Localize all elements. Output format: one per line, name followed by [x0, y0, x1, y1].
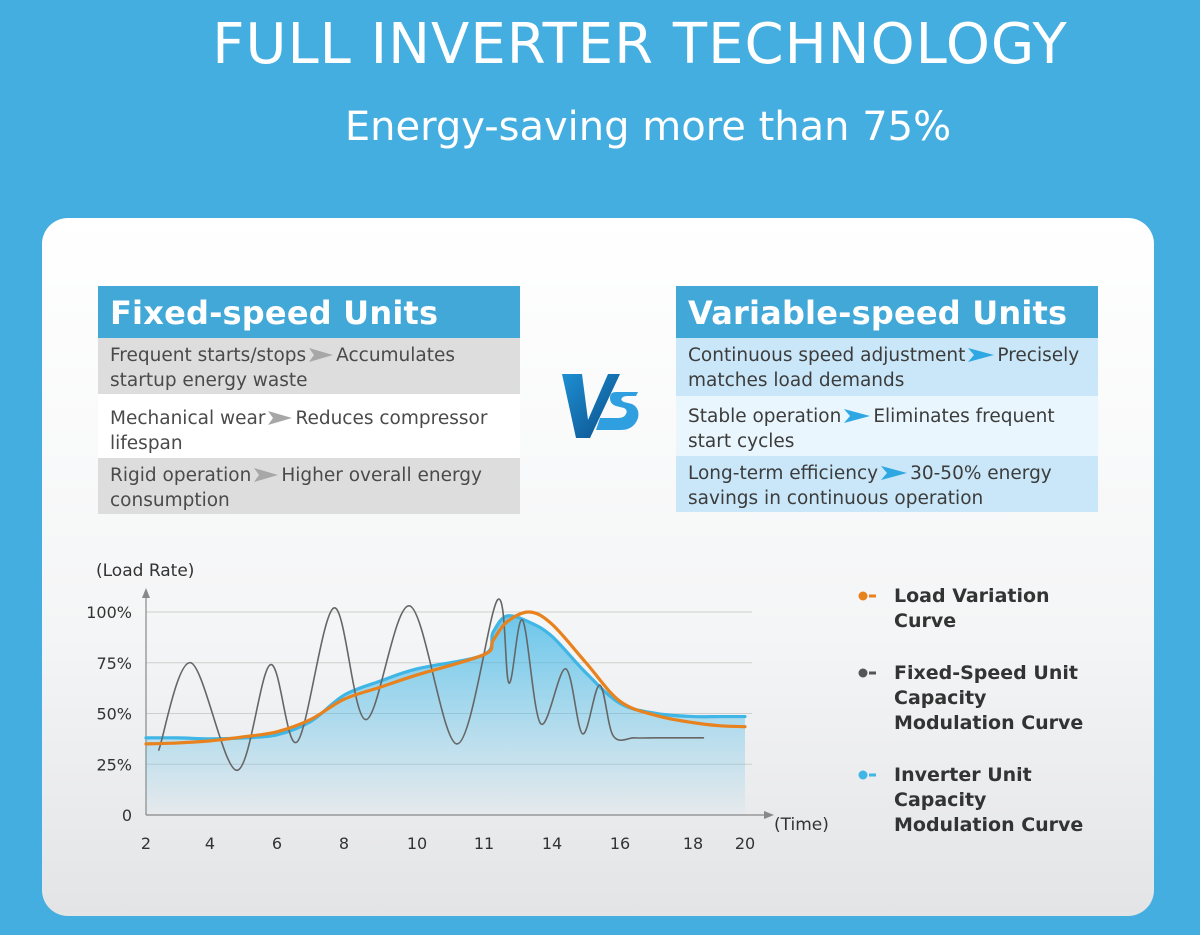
- fixed-row-effect-cont: startup energy waste: [110, 370, 308, 391]
- arrow-right-icon: [309, 348, 334, 362]
- arrow-right-icon: [844, 409, 871, 423]
- arrow-right-icon: [268, 411, 293, 425]
- fixed-row-cause: Rigid operation: [110, 465, 252, 486]
- y-tick-label: 75%: [96, 654, 132, 673]
- fixed-row-effect-cont: consumption: [110, 490, 230, 511]
- x-axis-label: (Time): [774, 815, 829, 835]
- variable-row-cause: Stable operation: [688, 406, 842, 427]
- orange-dot-icon: [858, 591, 876, 601]
- fixed-row-cause: Frequent starts/stops: [110, 345, 307, 366]
- legend-label: Fixed-Speed Unit Capacity Modulation Cur…: [894, 662, 1084, 734]
- variable-row-effect-cont: savings in continuous operation: [688, 488, 984, 509]
- variable-row-effect: Precisely: [997, 345, 1080, 366]
- page-subtitle: Energy-saving more than 75%: [344, 104, 952, 150]
- x-tick-label: 16: [610, 834, 630, 853]
- fixed-row-effect-cont: lifespan: [110, 433, 183, 454]
- fixed-row-cause: Mechanical wear: [110, 408, 266, 429]
- fixed-row-effect: Accumulates: [336, 345, 456, 366]
- x-tick-label: 10: [407, 834, 427, 853]
- y-axis-arrow-icon: [142, 588, 150, 598]
- variable-row-effect: 30-50% energy: [910, 463, 1052, 484]
- fixed-row: Rigid operation Higher overall energy con…: [98, 458, 520, 514]
- blue-dot-icon: [858, 770, 876, 780]
- fixed-row: Mechanical wear Reduces compressor lifesp…: [98, 394, 520, 458]
- x-tick-label: 14: [542, 834, 562, 853]
- x-axis-arrow-icon: [764, 811, 774, 819]
- arrow-right-icon: [254, 468, 279, 482]
- legend-label: Load Variation Curve: [894, 585, 1050, 632]
- x-tick-label: 8: [339, 834, 349, 853]
- x-tick-label: 18: [683, 834, 703, 853]
- x-tick-label: 6: [272, 834, 282, 853]
- vs-logo-icon: [562, 374, 639, 438]
- y-tick-label: 50%: [96, 705, 132, 724]
- variable-row-effect: Eliminates frequent: [873, 406, 1055, 427]
- load-rate-chart: (Load Rate) (Time) 0 25% 50% 75% 100% 2 4 6 8 10 1…: [86, 561, 829, 853]
- x-tick-label: 20: [735, 834, 755, 853]
- series-line: [158, 598, 705, 772]
- legend-label: Inverter Unit Capacity Modulation Curve: [894, 764, 1084, 836]
- fixed-row: Frequent starts/stops Accumulates startup…: [98, 338, 520, 394]
- arrow-right-icon: [968, 348, 995, 362]
- variable-speed-title: Variable-speed Units: [676, 286, 1098, 338]
- variable-row: Stable operation Eliminates frequent star…: [676, 396, 1098, 456]
- y-axis-label: (Load Rate): [96, 561, 194, 581]
- variable-row-effect-cont: matches load demands: [688, 370, 905, 391]
- arrow-right-icon: [881, 466, 908, 480]
- variable-row-effect-cont: start cycles: [688, 431, 795, 452]
- page-title: FULL INVERTER TECHNOLOGY: [212, 12, 1068, 77]
- y-tick-label: 25%: [96, 755, 132, 774]
- variable-row: Long-term efficiency 30-50% energy saving…: [676, 456, 1098, 512]
- fixed-speed-panel: Fixed-speed Units Frequent starts/stops A…: [98, 286, 520, 514]
- variable-row-cause: Long-term efficiency: [688, 463, 879, 484]
- x-tick-label: 11: [474, 834, 494, 853]
- series-line: [144, 610, 747, 746]
- y-tick-label: 100%: [86, 603, 132, 622]
- y-tick-label: 0: [122, 806, 132, 825]
- series-area: [146, 615, 745, 815]
- fixed-row-effect: Reduces compressor: [295, 408, 488, 429]
- variable-row-cause: Continuous speed adjustment: [688, 345, 966, 366]
- variable-speed-panel: Variable-speed Units Continuous speed ad…: [676, 286, 1098, 512]
- fixed-row-effect: Higher overall energy: [281, 465, 482, 486]
- fixed-speed-title: Fixed-speed Units: [98, 286, 520, 338]
- gray-dot-icon: [858, 668, 876, 678]
- x-tick-label: 2: [141, 834, 151, 853]
- variable-row: Continuous speed adjustment Precisely mat…: [676, 338, 1098, 396]
- x-tick-label: 4: [205, 834, 215, 853]
